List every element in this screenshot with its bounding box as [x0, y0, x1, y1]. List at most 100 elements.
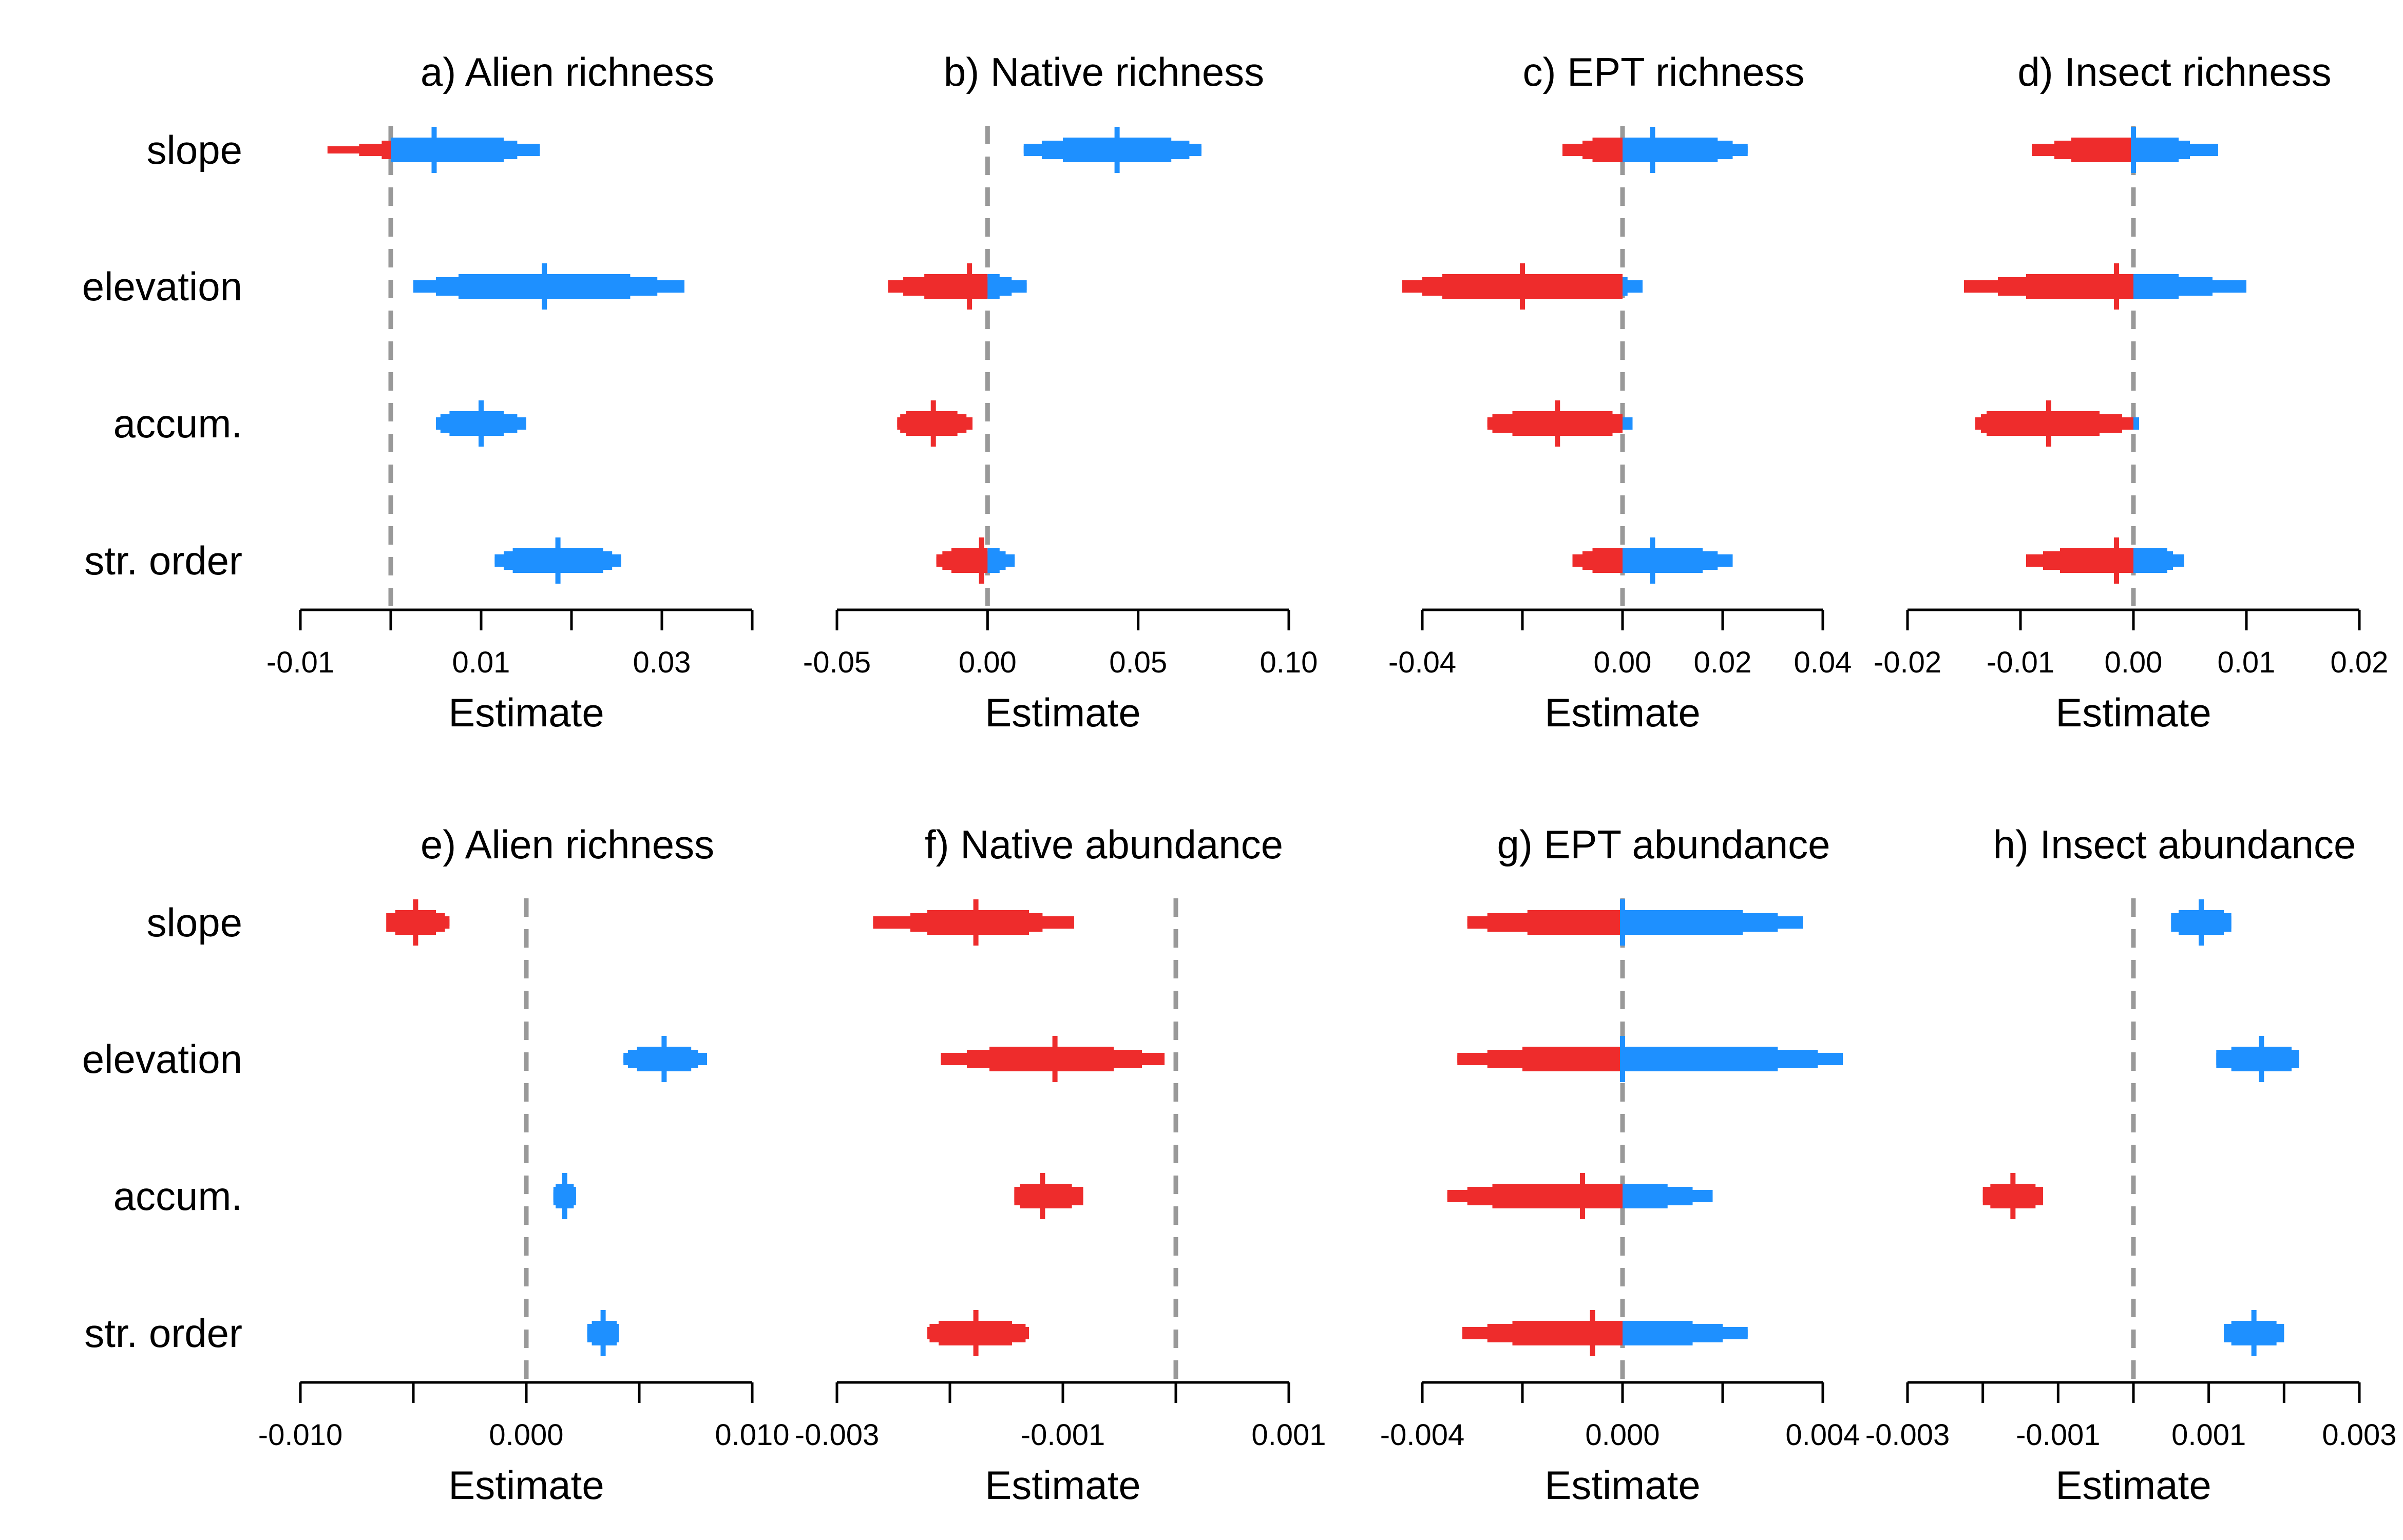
interval-ci50-positive: [391, 138, 504, 162]
median-marker: [2131, 127, 2136, 173]
median-marker: [1040, 1173, 1045, 1219]
interval-ci50-negative: [1527, 910, 1623, 935]
interval-ci80-positive: [1623, 277, 1628, 296]
median-marker: [2010, 1173, 2016, 1219]
predictor-label-row2-2: elevation: [82, 1036, 242, 1082]
panel-title: a) Alien richness: [421, 49, 714, 94]
panel-title: e) Alien richness: [421, 822, 714, 867]
median-marker: [413, 899, 418, 946]
median-marker: [973, 1310, 979, 1356]
estimate-accum: [1975, 400, 2139, 447]
predictor-label-row2-4: str. order: [84, 1311, 242, 1356]
interval-ci50-negative: [1592, 548, 1623, 573]
median-marker: [2114, 537, 2119, 584]
interval-ci50-negative: [1512, 1321, 1623, 1345]
interval-ci50-positive: [1623, 1321, 1693, 1345]
panel-6: f) Native abundance -0.003 -0.001 0.001 Esti…: [795, 822, 1326, 1508]
x-tick-label: 0.010: [715, 1418, 789, 1452]
estimate-slope: [327, 127, 540, 173]
x-tick-label: 0.00: [1594, 646, 1652, 679]
x-tick-label: -0.01: [266, 646, 334, 679]
median-marker: [555, 537, 561, 584]
estimate-slope: [386, 899, 450, 946]
estimate-strorder: [2026, 537, 2184, 584]
estimate-accum: [1447, 1173, 1713, 1219]
interval-ci50-positive: [1623, 548, 1703, 573]
estimate-slope: [1023, 127, 1202, 173]
predictor-label-row2-1: slope: [147, 900, 242, 945]
estimate-strorder: [494, 537, 621, 584]
interval-ci50-negative: [2071, 138, 2133, 162]
median-marker: [562, 1173, 567, 1219]
x-tick-label: -0.01: [1987, 646, 2054, 679]
estimate-accum: [1014, 1173, 1083, 1219]
x-axis-label: Estimate: [985, 1462, 1140, 1508]
median-marker: [479, 400, 484, 447]
panel-3: c) EPT richness -0.04 0.00 0.02 0.04 Estimate: [1388, 49, 1852, 735]
median-marker: [1555, 400, 1560, 447]
x-tick-label: -0.05: [803, 646, 871, 679]
median-marker: [1650, 127, 1655, 173]
median-marker: [600, 1310, 606, 1356]
median-marker: [2199, 899, 2204, 946]
interval-ci50-negative: [1522, 1047, 1623, 1071]
median-marker: [2259, 1036, 2264, 1082]
estimate-slope: [2171, 899, 2232, 946]
estimate-elevation: [2216, 1036, 2299, 1082]
x-tick-label: 0.000: [1585, 1418, 1660, 1452]
x-tick-label: -0.003: [795, 1418, 879, 1452]
interval-ci95-positive: [1623, 417, 1633, 430]
panel-2: b) Native richness -0.05 0.00 0.05 0.10 Estim…: [803, 49, 1318, 735]
x-tick-label: 0.001: [2171, 1418, 2246, 1452]
estimate-slope: [873, 899, 1074, 946]
predictor-label-row2-3: accum.: [113, 1173, 242, 1219]
interval-ci50-negative: [1442, 274, 1623, 299]
x-axis-label: Estimate: [1544, 1462, 1700, 1508]
x-tick-label: -0.010: [258, 1418, 342, 1452]
interval-ci50-positive: [2133, 274, 2179, 299]
x-tick-label: 0.05: [1109, 646, 1167, 679]
interval-ci50-negative: [924, 274, 988, 299]
median-marker: [1114, 127, 1120, 173]
median-marker: [967, 263, 972, 310]
x-axis-label: Estimate: [1544, 690, 1700, 735]
estimate-accum: [1982, 1173, 2043, 1219]
interval-ci50-positive: [2133, 138, 2179, 162]
median-marker: [1590, 1310, 1595, 1356]
x-tick-label: 0.04: [1794, 646, 1852, 679]
estimate-elevation: [1457, 1036, 1843, 1082]
panel-4: d) Insect richness -0.02 -0.01 0.00 0.01 0.02…: [1874, 49, 2389, 735]
panel-title: g) EPT abundance: [1497, 822, 1830, 867]
x-tick-label: 0.03: [633, 646, 691, 679]
panel-title: b) Native richness: [944, 49, 1264, 94]
interval-ci50-positive: [1623, 1047, 1778, 1071]
median-marker: [973, 899, 979, 946]
interval-ci50-negative: [989, 1047, 1114, 1071]
interval-ci50-positive: [1623, 1184, 1668, 1208]
x-tick-label: 0.01: [452, 646, 510, 679]
predictor-label-row1-2: elevation: [82, 264, 242, 309]
interval-ci50-negative: [1512, 411, 1613, 436]
panel-title: h) Insect abundance: [1993, 822, 2356, 867]
predictor-label-row1-4: str. order: [84, 538, 242, 583]
median-marker: [2251, 1310, 2257, 1356]
x-tick-label: -0.003: [1865, 1418, 1950, 1452]
x-tick-label: 0.000: [489, 1418, 563, 1452]
x-tick-label: 0.10: [1260, 646, 1318, 679]
estimate-elevation: [888, 263, 1027, 310]
median-marker: [661, 1036, 667, 1082]
median-marker: [2046, 400, 2051, 447]
x-tick-label: -0.02: [1874, 646, 1941, 679]
estimate-strorder: [927, 1310, 1029, 1356]
estimate-slope: [1467, 899, 1803, 946]
panel-title: c) EPT richness: [1522, 49, 1804, 94]
median-marker: [431, 127, 437, 173]
estimate-slope: [2032, 127, 2218, 173]
estimate-elevation: [1964, 263, 2246, 310]
predictor-label-row1-3: accum.: [113, 401, 242, 446]
panel-title: d) Insect richness: [2017, 49, 2331, 94]
estimate-elevation: [413, 263, 684, 310]
median-marker: [979, 537, 984, 584]
x-axis-label: Estimate: [448, 690, 604, 735]
